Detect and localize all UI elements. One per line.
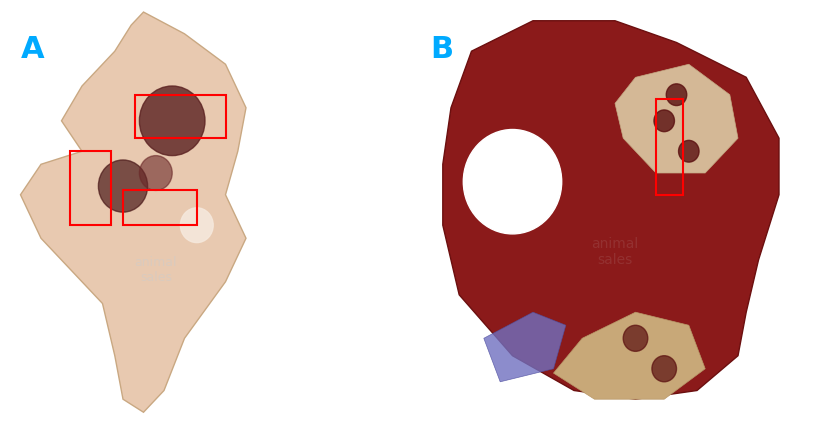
Circle shape <box>654 111 673 132</box>
Text: B: B <box>430 35 453 64</box>
Polygon shape <box>553 312 704 399</box>
Text: A: A <box>20 35 44 64</box>
Circle shape <box>651 356 676 382</box>
Circle shape <box>139 87 205 156</box>
Circle shape <box>622 326 647 352</box>
Bar <box>655 100 681 195</box>
Bar <box>123 191 197 226</box>
Text: animal
sales: animal sales <box>590 237 638 267</box>
Circle shape <box>139 156 172 191</box>
Circle shape <box>463 130 561 234</box>
Polygon shape <box>614 65 737 174</box>
Text: animal
sales: animal sales <box>134 255 177 283</box>
Circle shape <box>666 85 686 106</box>
Polygon shape <box>442 22 778 399</box>
Polygon shape <box>483 312 565 382</box>
Circle shape <box>180 208 213 243</box>
Circle shape <box>98 161 147 213</box>
Bar <box>135 95 225 139</box>
Polygon shape <box>20 13 246 412</box>
Bar <box>70 152 111 226</box>
Circle shape <box>678 141 699 163</box>
